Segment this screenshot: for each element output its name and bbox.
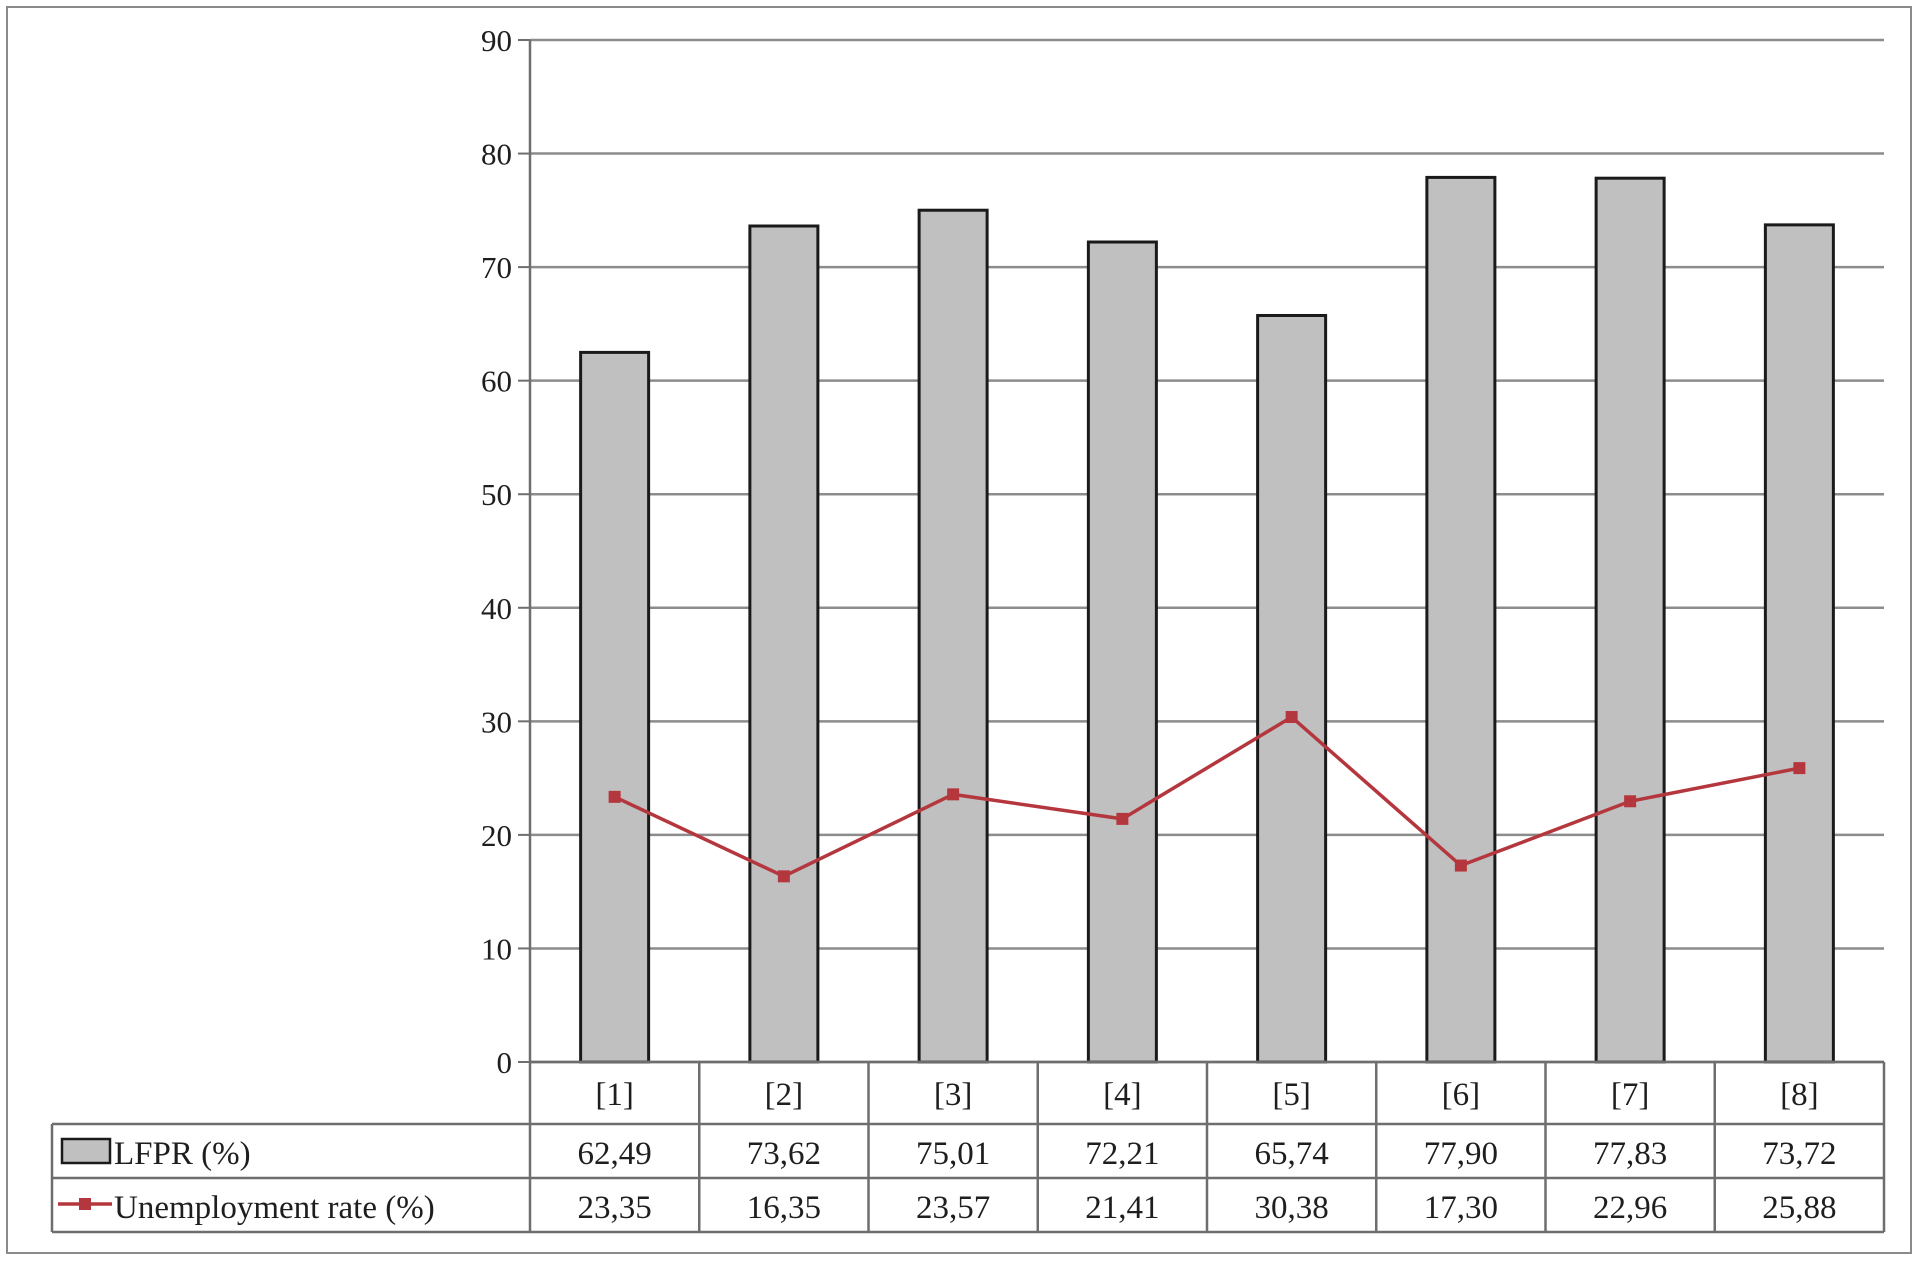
x-tick-label-2: [2] xyxy=(765,1077,803,1113)
unemployment-value-6: 17,30 xyxy=(1424,1190,1498,1226)
unemployment-value-1: 23,35 xyxy=(578,1190,652,1226)
unemployment-point-4 xyxy=(1116,812,1129,825)
unemployment-value-3: 23,57 xyxy=(916,1190,990,1226)
bar-7 xyxy=(1594,176,1666,1064)
y-tick-label-90: 90 xyxy=(481,23,512,58)
lfpr-value-2: 73,62 xyxy=(747,1136,821,1172)
y-tick-label-80: 80 xyxy=(481,137,512,172)
x-tick-label-4: [4] xyxy=(1103,1077,1141,1113)
bar-3 xyxy=(917,208,989,1064)
lfpr-value-1: 62,49 xyxy=(578,1136,652,1172)
x-tick-label-1: [1] xyxy=(595,1077,633,1113)
unemployment-value-8: 25,88 xyxy=(1762,1190,1836,1226)
unemployment-value-2: 16,35 xyxy=(747,1190,821,1226)
bar-2 xyxy=(748,224,820,1064)
y-tick-label-60: 60 xyxy=(481,364,512,399)
y-tick-label-20: 20 xyxy=(481,818,512,853)
y-tick-label-0: 0 xyxy=(497,1045,513,1080)
unemployment-line xyxy=(608,711,1806,883)
x-tick-label-8: [8] xyxy=(1780,1077,1818,1113)
y-tick-label-70: 70 xyxy=(481,250,512,285)
lfpr-bars xyxy=(579,175,1835,1064)
unemployment-point-5 xyxy=(1285,711,1298,724)
lfpr-value-4: 72,21 xyxy=(1085,1136,1159,1172)
unemployment-point-2 xyxy=(777,870,790,883)
unemployment-point-7 xyxy=(1624,795,1637,808)
unemployment-value-7: 22,96 xyxy=(1593,1190,1667,1226)
bar-4 xyxy=(1086,240,1158,1064)
lfpr-value-7: 77,83 xyxy=(1593,1136,1667,1172)
bar-5 xyxy=(1256,313,1328,1064)
bar-1 xyxy=(579,350,651,1064)
y-tick-label-40: 40 xyxy=(481,591,512,626)
legend-key-lfpr xyxy=(60,1137,112,1165)
lfpr-value-8: 73,72 xyxy=(1762,1136,1836,1172)
bar-8 xyxy=(1763,223,1835,1064)
legend-key-unemployment-marker xyxy=(79,1198,91,1210)
unemployment-value-4: 21,41 xyxy=(1085,1190,1159,1226)
y-tick-label-10: 10 xyxy=(481,931,512,966)
unemployment-point-1 xyxy=(608,790,621,803)
row-header-unemployment: Unemployment rate (%) xyxy=(114,1190,435,1226)
y-tick-label-50: 50 xyxy=(481,477,512,512)
unemployment-point-8 xyxy=(1793,762,1806,775)
lfpr-value-5: 65,74 xyxy=(1255,1136,1329,1172)
unemployment-value-5: 30,38 xyxy=(1255,1190,1329,1226)
x-tick-label-7: [7] xyxy=(1611,1077,1649,1113)
bar-6 xyxy=(1425,175,1497,1064)
row-header-lfpr: LFPR (%) xyxy=(114,1136,251,1172)
gridlines xyxy=(530,38,1884,950)
y-tick-label-30: 30 xyxy=(481,704,512,739)
axes xyxy=(528,40,1884,1232)
y-axis-ticks: 0 10 20 30 40 50 60 70 80 90 xyxy=(481,23,530,1080)
unemployment-point-3 xyxy=(947,788,960,801)
x-tick-label-6: [6] xyxy=(1442,1077,1480,1113)
x-tick-label-5: [5] xyxy=(1272,1077,1310,1113)
lfpr-value-6: 77,90 xyxy=(1424,1136,1498,1172)
lfpr-value-3: 75,01 xyxy=(916,1136,990,1172)
unemployment-point-6 xyxy=(1454,859,1467,872)
unemployment-polyline xyxy=(613,714,1800,879)
x-tick-label-3: [3] xyxy=(934,1077,972,1113)
data-table: [1] [2] [3] [4] [5] [6] [7] [8] LFPR (%) Unemploy… xyxy=(50,1060,1886,1234)
